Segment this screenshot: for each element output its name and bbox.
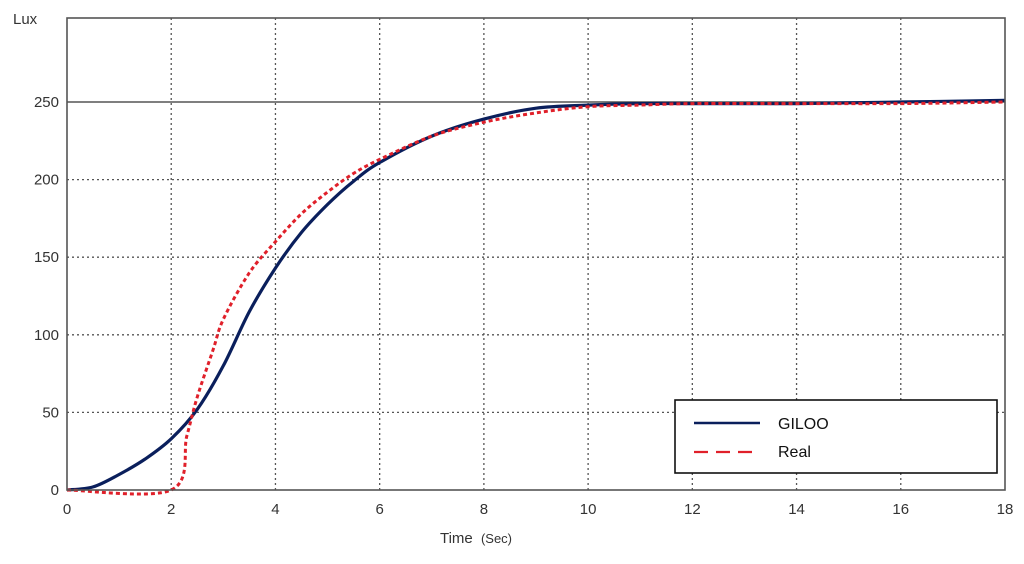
- x-tick-labels: 0 2 4 6 8 10 12 14 16 18: [63, 501, 1014, 518]
- series-layer: [66, 98, 1006, 496]
- x-tick-label-10: 10: [580, 501, 597, 518]
- x-tick-label-16: 16: [892, 501, 909, 518]
- x-tick-label-4: 4: [271, 501, 279, 518]
- series-line-giloo: [66, 98, 1006, 492]
- x-tick-label-2: 2: [167, 501, 175, 518]
- y-axis-label: Lux: [13, 11, 38, 28]
- y-tick-label-200: 200: [34, 172, 59, 189]
- x-tick-label-12: 12: [684, 501, 701, 518]
- y-tick-label-100: 100: [34, 327, 59, 344]
- y-tick-labels: 0 50 100 150 200 250: [34, 94, 59, 499]
- x-axis-label-main: Time: [440, 530, 473, 547]
- y-tick-label-0: 0: [51, 482, 59, 499]
- y-tick-label-150: 150: [34, 249, 59, 266]
- plot-frame: [66, 17, 1006, 491]
- legend: GILOO Real: [674, 399, 998, 474]
- legend-label-real: Real: [778, 444, 811, 461]
- legend-box: [674, 399, 998, 474]
- x-tick-label-18: 18: [997, 501, 1014, 518]
- x-axis-label-unit: (Sec): [481, 531, 512, 546]
- y-tick-label-250: 250: [34, 94, 59, 111]
- x-tick-label-14: 14: [788, 501, 805, 518]
- series-line-real: [66, 100, 1006, 496]
- x-tick-label-6: 6: [375, 501, 383, 518]
- x-tick-label-0: 0: [63, 501, 71, 518]
- y-tick-label-50: 50: [42, 404, 59, 421]
- x-tick-label-8: 8: [480, 501, 488, 518]
- x-axis-label: Time (Sec): [440, 530, 512, 547]
- legend-label-giloo: GILOO: [778, 416, 829, 433]
